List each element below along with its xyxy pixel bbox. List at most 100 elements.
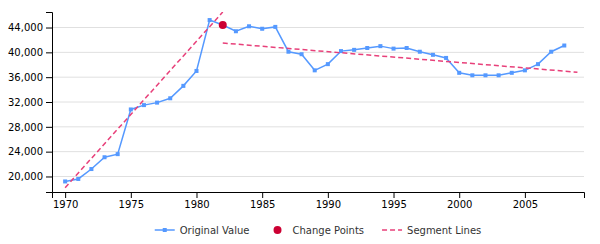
tick-label: 28,000 — [8, 122, 43, 133]
tick: 36,000 — [8, 72, 52, 83]
tick: 2005 — [513, 192, 538, 210]
point — [63, 179, 67, 183]
grid-line — [52, 52, 584, 53]
legend-marker — [274, 226, 282, 234]
tick-label: 24,000 — [8, 146, 43, 157]
tick: 1970 — [53, 192, 78, 210]
legend-item: Change Points — [274, 225, 365, 236]
tick-mark — [196, 192, 197, 198]
point — [260, 27, 264, 31]
tick-mark — [46, 152, 52, 153]
legend: Original Value Change Points Segment Lines — [155, 225, 482, 236]
point — [562, 44, 566, 48]
point — [129, 107, 133, 111]
tick: 24,000 — [8, 146, 52, 157]
tick-mark — [46, 127, 52, 128]
tick-label: 36,000 — [8, 72, 43, 83]
tick: 1990 — [316, 192, 341, 210]
point — [392, 47, 396, 51]
tick-label: 2005 — [513, 199, 538, 210]
point — [234, 29, 238, 33]
tick: 1995 — [381, 192, 406, 210]
series — [223, 43, 578, 72]
tick-label: 44,000 — [8, 22, 43, 33]
tick: 32,000 — [8, 97, 52, 108]
tick-mark — [459, 192, 460, 198]
y-axis: 20,000 24,000 28,000 32,000 36,000 40,000 44,0… — [8, 13, 53, 193]
tick-mark — [46, 176, 52, 177]
legend-item: Original Value — [155, 225, 250, 236]
segment-line — [65, 12, 223, 188]
tick: 2000 — [447, 192, 472, 210]
tick-mark — [46, 52, 52, 53]
series — [63, 18, 566, 183]
tick-label: 20,000 — [8, 171, 43, 182]
tick-label: 32,000 — [8, 97, 43, 108]
tick-label: 1995 — [381, 199, 406, 210]
tick-mark — [65, 192, 66, 198]
series — [65, 12, 223, 188]
point — [313, 68, 317, 72]
tick-label: 1970 — [53, 199, 78, 210]
point — [219, 21, 227, 29]
point — [483, 73, 487, 77]
tick: 20,000 — [8, 171, 52, 182]
point — [444, 56, 448, 60]
legend-label: Original Value — [180, 225, 250, 236]
grid-line — [52, 77, 584, 78]
point — [142, 103, 146, 107]
point — [208, 18, 212, 22]
chart: 1970 1975 1980 1985 1990 1995 2000 2005 20,000 24… — [0, 0, 600, 244]
grid-line — [52, 102, 584, 103]
grid-line — [52, 126, 584, 127]
tick: 28,000 — [8, 122, 52, 133]
tick: 1980 — [184, 192, 209, 210]
point — [523, 68, 527, 72]
point — [549, 50, 553, 54]
point — [378, 44, 382, 48]
legend-marker — [163, 228, 167, 232]
tick: 1985 — [250, 192, 275, 210]
point — [194, 69, 198, 73]
tick-label: 40,000 — [8, 47, 43, 58]
point — [326, 62, 330, 66]
point — [168, 96, 172, 100]
axis-line — [46, 13, 53, 193]
point — [273, 25, 277, 29]
line — [65, 20, 564, 181]
legend-swatch — [382, 230, 402, 231]
tick: 40,000 — [8, 47, 52, 58]
grid-line — [52, 151, 584, 152]
tick-label: 1980 — [184, 199, 209, 210]
segment-line — [223, 43, 578, 72]
plot-area — [63, 12, 577, 188]
grid — [52, 28, 584, 177]
point — [352, 48, 356, 52]
tick-mark — [46, 102, 52, 103]
point — [181, 84, 185, 88]
legend-swatch — [274, 226, 282, 234]
tick-mark — [46, 28, 52, 29]
point — [155, 101, 159, 105]
tick: 44,000 — [8, 22, 52, 33]
tick-mark — [46, 77, 52, 78]
point — [457, 71, 461, 75]
legend-label: Segment Lines — [407, 225, 481, 236]
point — [89, 167, 93, 171]
point — [103, 155, 107, 159]
point — [247, 24, 251, 28]
point — [431, 53, 435, 57]
tick-label: 1990 — [316, 199, 341, 210]
tick: 1975 — [119, 192, 144, 210]
point — [536, 62, 540, 66]
series — [219, 21, 227, 29]
point — [116, 152, 120, 156]
legend-swatch — [155, 228, 175, 232]
point — [418, 50, 422, 54]
legend-item: Segment Lines — [382, 225, 481, 236]
point — [365, 46, 369, 50]
point — [339, 49, 343, 53]
point — [470, 73, 474, 77]
legend-label: Change Points — [293, 225, 365, 236]
x-axis: 1970 1975 1980 1985 1990 1995 2000 2005 — [53, 192, 585, 210]
